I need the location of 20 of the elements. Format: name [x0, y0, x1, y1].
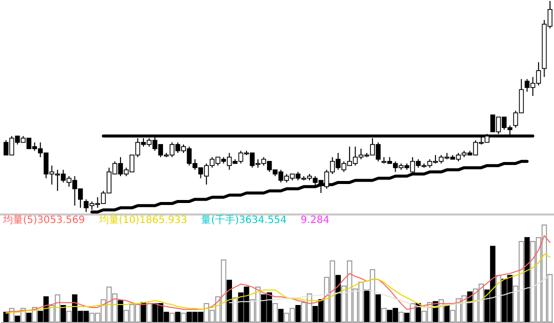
- bar: [14, 316, 20, 322]
- bar: [175, 312, 180, 322]
- text: 均量(5)3053.569: [2, 214, 85, 226]
- bar: [398, 312, 404, 322]
- bar: [404, 312, 410, 322]
- bar: [278, 308, 284, 322]
- annotation: 9.284: [300, 215, 330, 226]
- bar: [364, 289, 370, 322]
- bar: [524, 237, 530, 322]
- bar: [272, 303, 278, 322]
- bar: [60, 305, 66, 322]
- bar: [295, 305, 301, 322]
- bar: [146, 303, 152, 322]
- bar: [226, 280, 232, 322]
- text: 均量(10)1865.933: [98, 214, 188, 226]
- bar: [26, 312, 32, 322]
- bar: [381, 308, 387, 322]
- bar: [335, 274, 341, 322]
- annotation: 量(千手)3634.554: [201, 214, 287, 226]
- bar: [376, 294, 381, 322]
